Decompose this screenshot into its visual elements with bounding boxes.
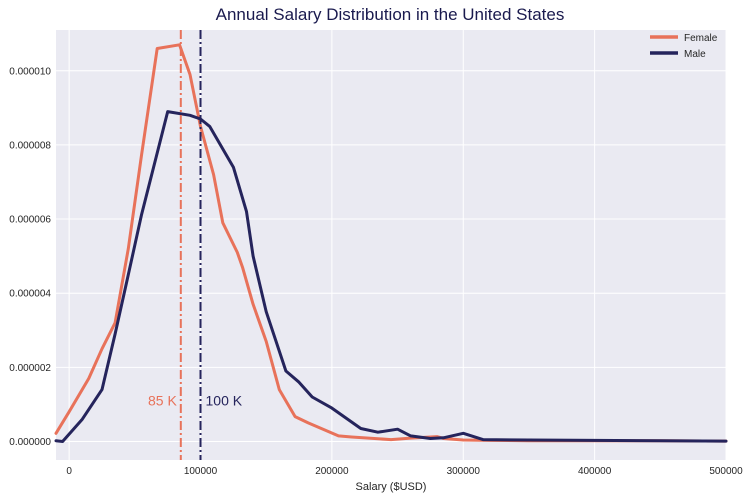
x-tick-label: 500000 (709, 466, 743, 477)
y-tick-label: 0.000000 (9, 437, 51, 448)
reference-line-label: 85 K (148, 393, 177, 409)
y-tick-label: 0.000004 (9, 289, 51, 300)
legend-label-male: Male (684, 49, 706, 60)
chart-title: Annual Salary Distribution in the United… (216, 5, 565, 24)
grid-lines (56, 30, 727, 460)
legend-label-female: Female (684, 33, 718, 44)
series-line-female (54, 43, 728, 443)
reference-line-label: 100 K (206, 393, 243, 409)
series-line-male (54, 110, 728, 443)
reference-lines: 85 K 100 K (148, 30, 243, 460)
y-tick-label: 0.000006 (9, 215, 51, 226)
x-axis-label: Salary ($USD) (356, 481, 427, 493)
y-tick-label: 0.000008 (9, 140, 51, 151)
x-tick-label: 100000 (184, 466, 218, 477)
y-tick-label: 0.000010 (9, 66, 51, 77)
tick-labels: 0 100000 200000 300000 400000 500000 0.000000 0… (9, 66, 743, 477)
x-tick-label: 400000 (578, 466, 612, 477)
x-tick-label: 0 (66, 466, 72, 477)
y-tick-label: 0.000002 (9, 363, 51, 374)
legend: Female Male (650, 33, 718, 60)
x-tick-label: 200000 (315, 466, 349, 477)
series-lines (54, 43, 728, 443)
plot-background (56, 30, 726, 460)
x-tick-label: 300000 (447, 466, 481, 477)
